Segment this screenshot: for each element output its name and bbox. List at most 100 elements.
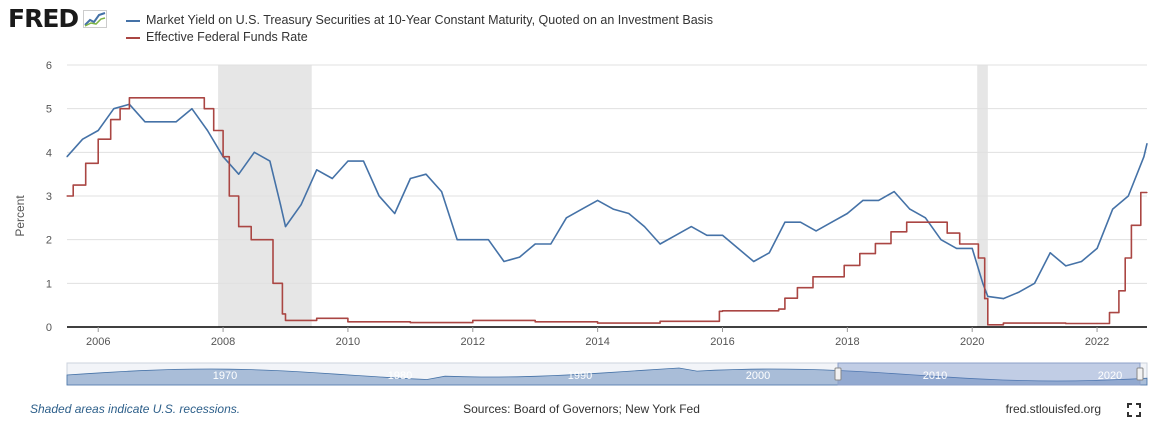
series-1-point xyxy=(519,256,521,258)
series-2-point xyxy=(1118,290,1120,292)
x-tick-label: 2020 xyxy=(960,336,984,348)
series-2-point xyxy=(347,321,349,323)
series-1-point xyxy=(940,239,942,241)
series-2-point xyxy=(812,276,814,278)
series-1-point xyxy=(316,169,318,171)
series-1-point xyxy=(737,247,739,249)
series-2-point xyxy=(778,308,780,310)
series-1-point xyxy=(784,221,786,223)
series-2-point xyxy=(213,129,215,132)
site-link[interactable]: fred.stlouisfed.org xyxy=(1005,402,1101,416)
navigator-handle-right[interactable] xyxy=(1136,367,1144,381)
series-2-point xyxy=(272,282,274,284)
series-1-point xyxy=(675,234,677,236)
navigator-label: 1970 xyxy=(213,370,237,382)
series-1-point xyxy=(971,247,973,249)
series-2-point xyxy=(984,298,986,300)
series-2-point xyxy=(534,321,536,323)
series-2-point xyxy=(1140,191,1142,194)
series-2-point xyxy=(940,221,942,223)
navigator-selection[interactable] xyxy=(837,362,1141,386)
series-1-point xyxy=(597,199,599,201)
series-1-point xyxy=(1143,156,1145,158)
series-1-point xyxy=(1034,282,1036,284)
series-1-point xyxy=(1127,195,1129,197)
series-2-point xyxy=(1034,322,1036,324)
series-2-point xyxy=(718,310,720,312)
series-1-point xyxy=(284,225,287,228)
series-2-point xyxy=(409,322,411,324)
series-1-point xyxy=(347,160,349,162)
series-1-point xyxy=(487,239,489,241)
series-1-point xyxy=(300,204,302,206)
chart-area[interactable]: 0 1 2 3 4 5 6 2006 2008 2010 2012 2014 2016 2018 2020 2… xyxy=(0,50,1163,395)
series-2-point xyxy=(85,162,87,164)
series-1-point xyxy=(409,177,411,180)
navigator-handle-left[interactable] xyxy=(834,367,842,381)
series-2-point xyxy=(228,195,230,197)
series-2-point xyxy=(1096,322,1098,325)
series-1-point xyxy=(456,239,458,241)
series-1-point xyxy=(893,191,895,193)
series-2-point xyxy=(1124,257,1126,259)
series-1-point xyxy=(955,247,958,249)
series-line-2 xyxy=(67,97,1147,326)
fullscreen-icon[interactable] xyxy=(1127,403,1141,417)
grid-lines xyxy=(67,64,1147,284)
series-2-point xyxy=(266,239,268,241)
range-navigator[interactable]: 1970 1980 1990 2000 2010 2020 xyxy=(66,362,1148,386)
series-2-point xyxy=(97,138,99,140)
series-2-point xyxy=(659,320,661,322)
series-1-point xyxy=(643,225,646,228)
series-1-point xyxy=(690,225,692,228)
series-1-point xyxy=(472,239,474,241)
series-2-point xyxy=(316,317,318,319)
y-tick-label: 1 xyxy=(46,278,52,290)
fred-logo[interactable]: FRED xyxy=(8,4,107,34)
series-1-point xyxy=(144,121,146,123)
series-1-point xyxy=(425,173,427,175)
legend-item-series-2[interactable]: Effective Federal Funds Rate xyxy=(126,29,713,46)
legend-swatch-series-1 xyxy=(126,19,140,22)
series-layer xyxy=(66,97,1148,326)
x-tick-label: 2016 xyxy=(710,336,734,348)
series-1-point xyxy=(1096,247,1098,249)
series-1-point xyxy=(66,156,68,158)
series-1-point xyxy=(97,129,99,132)
series-1-point xyxy=(862,199,864,201)
series-1-point xyxy=(799,221,802,223)
series-1-point xyxy=(362,160,365,162)
series-2-point xyxy=(119,108,121,110)
series-2-point xyxy=(191,97,193,99)
legend-swatch-series-2 xyxy=(126,36,140,39)
series-1-point xyxy=(175,121,177,123)
series-1-point xyxy=(982,282,984,284)
series-1-point xyxy=(753,260,755,263)
series-2-point xyxy=(284,319,287,322)
axis-layer: 0 1 2 3 4 5 6 2006 2008 2010 2012 2014 2016 2018 2020 2… xyxy=(46,60,1147,348)
series-2-point xyxy=(946,232,948,234)
series-1-point xyxy=(191,108,193,110)
navigator-label: 2010 xyxy=(923,370,947,382)
recession-note: Shaded areas indicate U.S. recessions. xyxy=(30,402,241,416)
series-2-point xyxy=(472,319,474,322)
series-2-point xyxy=(959,243,961,245)
series-1-point xyxy=(1018,291,1020,293)
navigator-label: 1990 xyxy=(568,370,592,382)
series-1-point xyxy=(82,138,84,140)
x-tick-label: 2010 xyxy=(336,336,360,348)
navigator-label: 2020 xyxy=(1098,370,1122,382)
series-2-point xyxy=(1146,191,1148,194)
legend-item-series-1[interactable]: Market Yield on U.S. Treasury Securities… xyxy=(126,12,713,29)
series-2-point xyxy=(281,313,283,315)
y-axis-label: Percent xyxy=(13,195,27,237)
series-1-point xyxy=(269,160,271,162)
y-tick-label: 0 xyxy=(46,322,52,334)
x-tick-label: 2006 xyxy=(86,336,110,348)
series-2-point xyxy=(796,287,799,289)
series-2-point xyxy=(843,264,845,267)
series-1-point xyxy=(1049,252,1051,254)
series-2-point xyxy=(784,297,786,299)
series-1-point xyxy=(253,151,255,153)
series-1-point xyxy=(1146,143,1148,145)
